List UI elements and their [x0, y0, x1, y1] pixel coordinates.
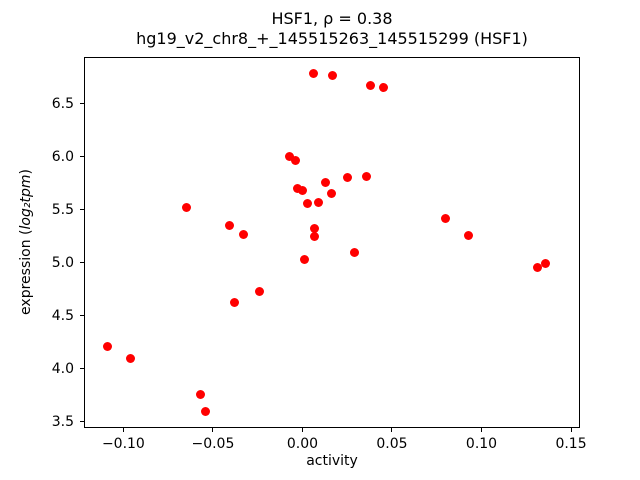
x-tick-label: −0.10: [101, 436, 145, 452]
data-point: [362, 172, 372, 182]
y-axis-label-suffix: ): [18, 169, 34, 175]
data-point: [441, 213, 451, 223]
data-point: [299, 254, 309, 264]
y-tick-mark: [80, 156, 84, 158]
y-tick-label: 4.0: [51, 360, 74, 377]
y-axis-label-prefix: expression (: [18, 229, 34, 315]
y-axis-label: expression (log₂tpm): [18, 169, 34, 315]
x-tick-label: 0.15: [555, 436, 587, 452]
data-point: [292, 183, 302, 193]
y-tick-mark: [80, 262, 84, 264]
y-tick-mark: [80, 421, 84, 423]
data-point: [532, 263, 542, 273]
y-tick-mark: [80, 209, 84, 211]
data-point: [290, 156, 300, 166]
y-tick-mark: [80, 315, 84, 317]
data-point: [365, 81, 375, 91]
chart-title-line1: HSF1, ρ = 0.38: [271, 9, 393, 28]
data-point: [238, 229, 248, 239]
data-point: [254, 286, 264, 296]
y-tick-label: 6.0: [51, 148, 74, 165]
data-point: [102, 341, 112, 351]
data-point: [310, 224, 320, 234]
plot-area: [84, 57, 580, 428]
data-point: [464, 230, 474, 240]
y-tick-label: 5.0: [51, 254, 74, 271]
data-point: [342, 173, 352, 183]
data-point: [195, 389, 205, 399]
data-point: [314, 197, 324, 207]
y-tick-mark: [80, 368, 84, 370]
x-tick-label: 0.05: [376, 436, 408, 452]
x-tick-mark: [481, 428, 483, 432]
data-point: [541, 259, 551, 269]
data-point: [224, 221, 234, 231]
x-tick-mark: [570, 428, 572, 432]
y-tick-label: 3.5: [51, 413, 74, 430]
data-point: [229, 298, 239, 308]
x-tick-label: −0.05: [191, 436, 235, 452]
x-tick-mark: [122, 428, 124, 432]
x-tick-mark: [301, 428, 303, 432]
x-tick-label: 0.10: [465, 436, 498, 452]
data-point: [285, 152, 295, 162]
data-point: [303, 198, 313, 208]
data-point: [321, 177, 331, 187]
data-point: [326, 189, 336, 199]
data-point: [378, 83, 388, 93]
y-tick-label: 5.5: [51, 201, 74, 218]
data-point: [310, 231, 320, 241]
x-tick-mark: [212, 428, 214, 432]
y-tick-mark: [80, 103, 84, 105]
y-tick-label: 4.5: [51, 307, 74, 324]
data-point: [181, 203, 191, 213]
data-point: [201, 406, 211, 416]
x-tick-mark: [391, 428, 393, 432]
y-tick-label: 6.5: [51, 95, 74, 112]
x-tick-label: 0.00: [286, 436, 319, 452]
data-point: [328, 70, 338, 80]
data-point: [308, 69, 318, 79]
data-point: [126, 353, 136, 363]
data-point: [297, 186, 307, 196]
chart-title: HSF1, ρ = 0.38 hg19_v2_chr8_+_145515263_…: [84, 9, 580, 49]
chart-title-line2: hg19_v2_chr8_+_145515263_145515299 (HSF1…: [136, 29, 528, 48]
data-point: [349, 247, 359, 257]
x-axis-label: activity: [306, 453, 358, 469]
